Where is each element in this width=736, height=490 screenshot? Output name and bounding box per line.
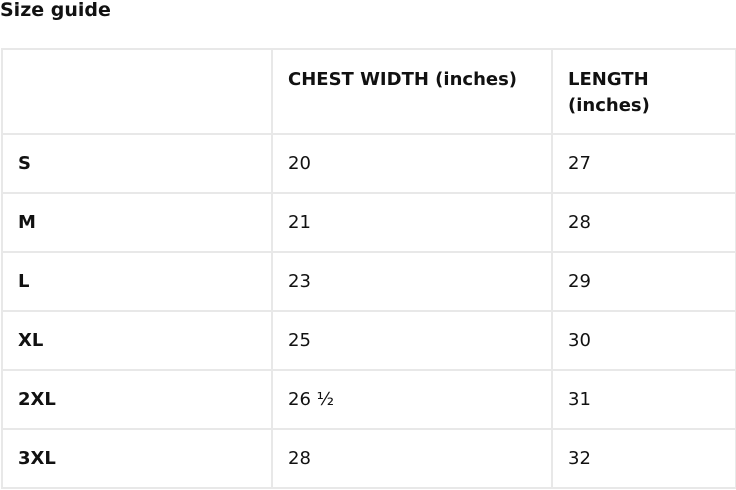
table-header-row: CHEST WIDTH (inches) LENGTH (inches) — [1, 48, 736, 135]
length-cell: 27 — [551, 133, 736, 194]
table-row: XL 25 30 — [1, 310, 736, 371]
table-row: M 21 28 — [1, 192, 736, 253]
size-cell: M — [1, 192, 273, 253]
chest-cell: 25 — [271, 310, 553, 371]
page-title: Size guide — [0, 0, 111, 21]
length-cell: 28 — [551, 192, 736, 253]
size-cell: XL — [1, 310, 273, 371]
table-row: 2XL 26 ½ 31 — [1, 369, 736, 430]
chest-cell: 26 ½ — [271, 369, 553, 430]
table-row: L 23 29 — [1, 251, 736, 312]
chest-cell: 28 — [271, 428, 553, 489]
length-cell: 31 — [551, 369, 736, 430]
chest-cell: 21 — [271, 192, 553, 253]
size-cell: S — [1, 133, 273, 194]
header-chest-width: CHEST WIDTH (inches) — [271, 48, 553, 135]
chest-cell: 20 — [271, 133, 553, 194]
length-cell: 32 — [551, 428, 736, 489]
length-cell: 29 — [551, 251, 736, 312]
size-cell: 2XL — [1, 369, 273, 430]
table-row: 3XL 28 32 — [1, 428, 736, 489]
length-cell: 30 — [551, 310, 736, 371]
size-cell: L — [1, 251, 273, 312]
header-length: LENGTH (inches) — [551, 48, 736, 135]
size-cell: 3XL — [1, 428, 273, 489]
size-guide-table: CHEST WIDTH (inches) LENGTH (inches) S 20… — [1, 48, 736, 489]
table-row: S 20 27 — [1, 133, 736, 194]
chest-cell: 23 — [271, 251, 553, 312]
header-size — [1, 48, 273, 135]
